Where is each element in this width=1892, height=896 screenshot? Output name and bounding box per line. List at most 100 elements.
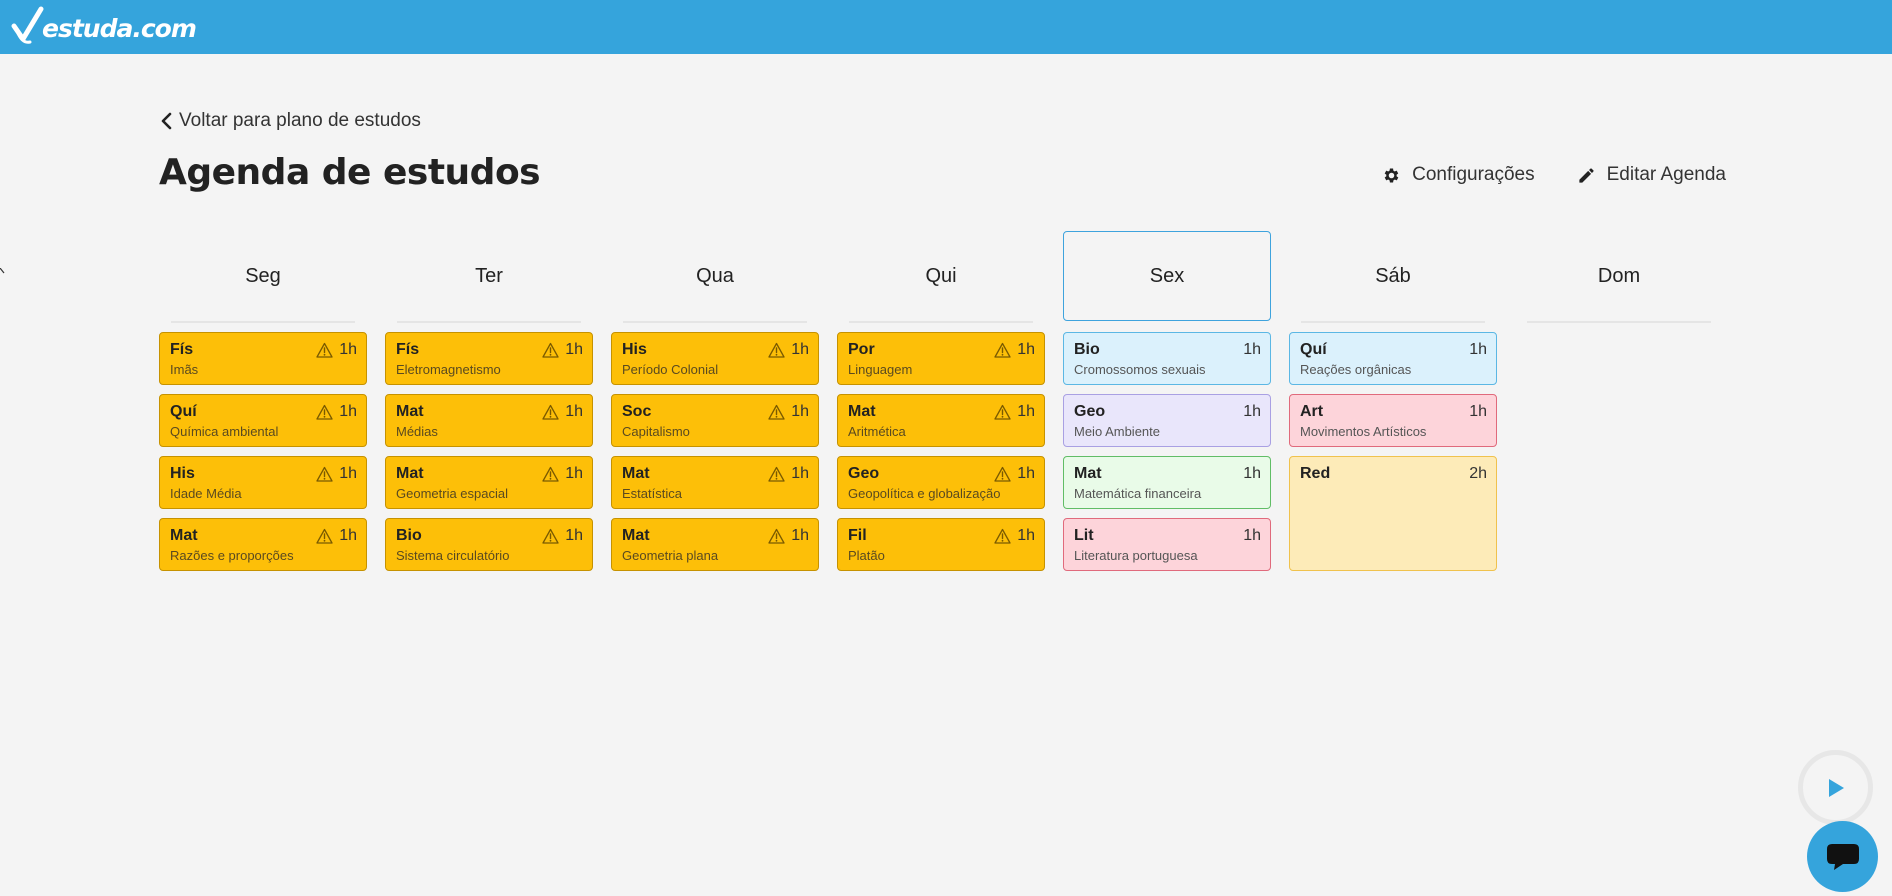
back-to-study-plan-link[interactable]: Voltar para plano de estudos [160, 110, 421, 132]
event-subject: His [170, 465, 195, 482]
event-duration-label: 1h [791, 341, 809, 358]
day-column: Sex Bio Cromossomos sexuais 1h Geo Meio Ambie… [1063, 231, 1271, 580]
day-column: Ter Fís Eletromagnetismo 1h Mat Médias 1h Mat Ge… [385, 231, 593, 580]
event-duration: 1h [1469, 403, 1487, 421]
day-header[interactable]: Qui [837, 231, 1045, 323]
study-event-card[interactable]: His Idade Média 1h [159, 456, 367, 509]
event-list: Por Linguagem 1h Mat Aritmética 1h Geo Geopolít… [837, 332, 1045, 571]
event-duration: 1h [768, 403, 809, 421]
study-event-card[interactable]: Mat Médias 1h [385, 394, 593, 447]
event-topic: Período Colonial [622, 362, 719, 377]
event-duration: 1h [316, 465, 357, 483]
study-event-card[interactable]: Red 2h [1289, 456, 1497, 571]
event-duration-label: 1h [1017, 465, 1035, 482]
study-event-card[interactable]: Quí Reações orgânicas 1h [1289, 332, 1497, 385]
edit-agenda-button[interactable]: Editar Agenda [1577, 164, 1726, 186]
pencil-icon [1579, 167, 1594, 183]
settings-button[interactable]: Configurações [1382, 164, 1535, 186]
event-duration-label: 1h [339, 465, 357, 482]
event-topic: Médias [396, 424, 438, 439]
warning-triangle-icon [316, 466, 333, 482]
event-duration-label: 1h [565, 341, 583, 358]
study-event-card[interactable]: Art Movimentos Artísticos 1h [1289, 394, 1497, 447]
event-topic: Aritmética [848, 424, 906, 439]
event-topic: Matemática financeira [1074, 486, 1202, 501]
event-topic: Reações orgânicas [1300, 362, 1412, 377]
event-duration: 1h [1469, 341, 1487, 359]
day-header[interactable]: Sex [1063, 231, 1271, 321]
settings-label: Configurações [1412, 164, 1535, 185]
day-header[interactable]: Seg [159, 231, 367, 323]
event-subject: Mat [848, 403, 876, 420]
study-event-card[interactable]: Mat Matemática financeira 1h [1063, 456, 1271, 509]
warning-triangle-icon [316, 528, 333, 544]
event-duration: 1h [768, 341, 809, 359]
event-topic: Literatura portuguesa [1074, 548, 1198, 563]
event-duration-label: 1h [339, 527, 357, 544]
study-event-card[interactable]: Soc Capitalismo 1h [611, 394, 819, 447]
study-event-card[interactable]: Quí Química ambiental 1h [159, 394, 367, 447]
play-button[interactable] [1798, 750, 1873, 825]
event-subject: His [622, 341, 647, 358]
gear-icon [1384, 168, 1399, 182]
study-event-card[interactable]: Mat Geometria plana 1h [611, 518, 819, 571]
day-header[interactable]: Sáb [1289, 231, 1497, 323]
day-header[interactable]: Ter [385, 231, 593, 323]
chat-bubble-icon [1826, 843, 1859, 870]
week-schedule: Seg Fís Imãs 1h Quí Química ambiental 1h His Ida… [159, 231, 1723, 580]
study-event-card[interactable]: Bio Cromossomos sexuais 1h [1063, 332, 1271, 385]
event-duration-label: 1h [1469, 341, 1487, 358]
event-topic: Idade Média [170, 486, 242, 501]
event-subject: Geo [848, 465, 880, 482]
event-list: Bio Cromossomos sexuais 1h Geo Meio Ambiente… [1063, 332, 1271, 571]
event-topic: Geometria plana [622, 548, 719, 563]
event-duration: 1h [542, 403, 583, 421]
estuda-logo[interactable]: estuda.com [10, 4, 197, 50]
event-topic: Movimentos Artísticos [1300, 424, 1427, 439]
event-subject: Quí [1300, 341, 1327, 358]
event-duration-label: 1h [791, 403, 809, 420]
warning-triangle-icon [994, 528, 1011, 544]
warning-triangle-icon [768, 404, 785, 420]
study-event-card[interactable]: Lit Literatura portuguesa 1h [1063, 518, 1271, 571]
warning-triangle-icon [316, 342, 333, 358]
study-event-card[interactable]: Geo Meio Ambiente 1h [1063, 394, 1271, 447]
event-duration-label: 1h [1017, 403, 1035, 420]
warning-triangle-icon [542, 342, 559, 358]
event-duration: 1h [768, 465, 809, 483]
event-topic: Platão [848, 548, 885, 563]
study-event-card[interactable]: Por Linguagem 1h [837, 332, 1045, 385]
event-subject: Fís [170, 341, 194, 358]
event-topic: Cromossomos sexuais [1074, 362, 1206, 377]
event-duration: 1h [316, 341, 357, 359]
study-event-card[interactable]: Mat Aritmética 1h [837, 394, 1045, 447]
study-event-card[interactable]: Bio Sistema circulatório 1h [385, 518, 593, 571]
study-event-card[interactable]: His Período Colonial 1h [611, 332, 819, 385]
day-column: Sáb Quí Reações orgânicas 1h Art Movimentos A… [1289, 231, 1497, 580]
chat-button[interactable] [1807, 821, 1878, 892]
day-header[interactable]: Dom [1515, 231, 1723, 323]
event-duration-label: 1h [1243, 465, 1261, 482]
study-event-card[interactable]: Mat Geometria espacial 1h [385, 456, 593, 509]
event-topic: Meio Ambiente [1074, 424, 1160, 439]
event-duration: 1h [316, 403, 357, 421]
event-duration-label: 1h [1243, 527, 1261, 544]
warning-triangle-icon [316, 404, 333, 420]
event-subject: Fil [848, 527, 867, 544]
edit-agenda-label: Editar Agenda [1606, 164, 1726, 185]
study-event-card[interactable]: Fís Imãs 1h [159, 332, 367, 385]
day-column: Qui Por Linguagem 1h Mat Aritmética 1h Geo Geopo… [837, 231, 1045, 580]
event-topic: Linguagem [848, 362, 913, 377]
study-event-card[interactable]: Mat Estatística 1h [611, 456, 819, 509]
event-topic: Geometria espacial [396, 486, 508, 501]
event-topic: Capitalismo [622, 424, 690, 439]
study-event-card[interactable]: Fil Platão 1h [837, 518, 1045, 571]
event-duration-label: 2h [1469, 465, 1487, 482]
back-link-label: Voltar para plano de estudos [179, 110, 421, 131]
day-header[interactable]: Qua [611, 231, 819, 323]
study-event-card[interactable]: Geo Geopolítica e globalização 1h [837, 456, 1045, 509]
event-subject: Mat [622, 527, 650, 544]
study-event-card[interactable]: Mat Razões e proporções 1h [159, 518, 367, 571]
event-duration-label: 1h [565, 403, 583, 420]
study-event-card[interactable]: Fís Eletromagnetismo 1h [385, 332, 593, 385]
